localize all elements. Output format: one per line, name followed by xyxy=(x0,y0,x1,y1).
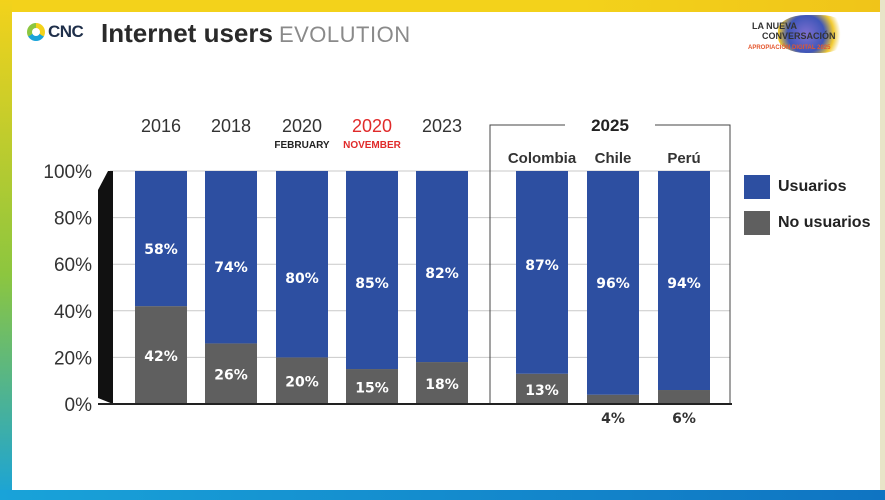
legend-item-no-usuarios: No usuarios xyxy=(744,211,870,235)
title-main: Internet users xyxy=(101,18,273,48)
group-bracket-right xyxy=(655,124,731,185)
frame-right xyxy=(880,0,885,500)
bar-usuarios xyxy=(587,171,639,395)
bar-no-usuarios xyxy=(516,373,568,404)
category-label: 2020 xyxy=(352,116,392,136)
data-label-usuarios: 58% xyxy=(144,242,178,258)
category-sublabel: FEBRUARY xyxy=(274,140,330,151)
bar-no-usuarios xyxy=(135,306,187,404)
category-label: 2020 xyxy=(282,116,322,136)
y-tick-label: 20% xyxy=(54,348,92,369)
data-label-no-usuarios: 20% xyxy=(285,375,319,391)
y-tick-label: 100% xyxy=(43,162,92,183)
category-sublabel: NOVEMBER xyxy=(343,140,402,151)
chart-legend: Usuarios No usuarios xyxy=(744,175,870,247)
category-label: Colombia xyxy=(508,150,577,167)
bar-usuarios xyxy=(276,171,328,358)
bar-no-usuarios xyxy=(205,343,257,404)
bar-usuarios xyxy=(205,171,257,344)
data-label-usuarios: 85% xyxy=(355,276,389,292)
data-label-usuarios: 82% xyxy=(425,266,459,282)
data-label-no-usuarios: 6% xyxy=(672,411,696,427)
event-logo-line1: LA NUEVA xyxy=(752,21,797,31)
legend-label-usuarios: Usuarios xyxy=(778,178,847,195)
frame-bottom xyxy=(0,490,885,500)
data-label-usuarios: 87% xyxy=(525,258,559,274)
event-logo-splash xyxy=(778,15,848,53)
bar-usuarios xyxy=(346,171,398,370)
cnc-logo: CNC xyxy=(27,22,84,42)
category-label: Perú xyxy=(667,150,700,167)
bar-no-usuarios xyxy=(587,394,639,404)
bar-no-usuarios xyxy=(416,362,468,404)
event-logo-line2: CONVERSACIÓN xyxy=(762,31,836,41)
cnc-logo-text: CNC xyxy=(48,22,84,41)
cnc-logo-icon xyxy=(27,23,45,41)
bar-usuarios xyxy=(516,171,568,374)
data-label-no-usuarios: 42% xyxy=(144,349,178,365)
category-label: Chile xyxy=(595,150,632,167)
data-label-usuarios: 74% xyxy=(214,260,248,276)
y-tick-label: 80% xyxy=(54,209,92,230)
category-label: 2023 xyxy=(422,116,462,136)
page-title: Internet users EVOLUTION xyxy=(101,18,411,49)
data-label-usuarios: 80% xyxy=(285,271,319,287)
legend-swatch-usuarios xyxy=(744,175,770,199)
group-label: 2025 xyxy=(591,116,629,135)
data-label-no-usuarios: 18% xyxy=(425,377,459,393)
legend-swatch-no-usuarios xyxy=(744,211,770,235)
data-label-no-usuarios: 4% xyxy=(601,411,625,427)
y-tick-label: 60% xyxy=(54,255,92,276)
data-label-no-usuarios: 13% xyxy=(525,383,559,399)
chart-left-wall xyxy=(98,171,113,404)
bar-usuarios xyxy=(416,171,468,363)
category-label: 2018 xyxy=(211,116,251,136)
legend-label-no-usuarios: No usuarios xyxy=(778,214,871,231)
frame-left xyxy=(0,0,12,500)
bar-usuarios xyxy=(658,171,710,391)
title-sub: EVOLUTION xyxy=(278,22,411,47)
y-tick-label: 0% xyxy=(65,395,93,416)
frame-top xyxy=(0,0,885,12)
event-logo-line3: APROPIACIÓN DIGITAL 2025 xyxy=(748,45,831,51)
data-label-usuarios: 94% xyxy=(667,276,701,292)
data-label-no-usuarios: 15% xyxy=(355,381,389,397)
category-label: 2016 xyxy=(141,116,181,136)
bar-no-usuarios xyxy=(276,357,328,404)
data-label-no-usuarios: 26% xyxy=(214,368,248,384)
legend-item-usuarios: Usuarios xyxy=(744,175,870,199)
bar-no-usuarios xyxy=(658,390,710,404)
bar-no-usuarios xyxy=(346,369,398,404)
group-bracket-left xyxy=(489,124,565,185)
y-tick-label: 40% xyxy=(54,302,92,323)
event-logo: LA NUEVA CONVERSACIÓN APROPIACIÓN DIGITA… xyxy=(748,15,858,55)
data-label-usuarios: 96% xyxy=(596,276,630,292)
bar-usuarios xyxy=(135,171,187,307)
